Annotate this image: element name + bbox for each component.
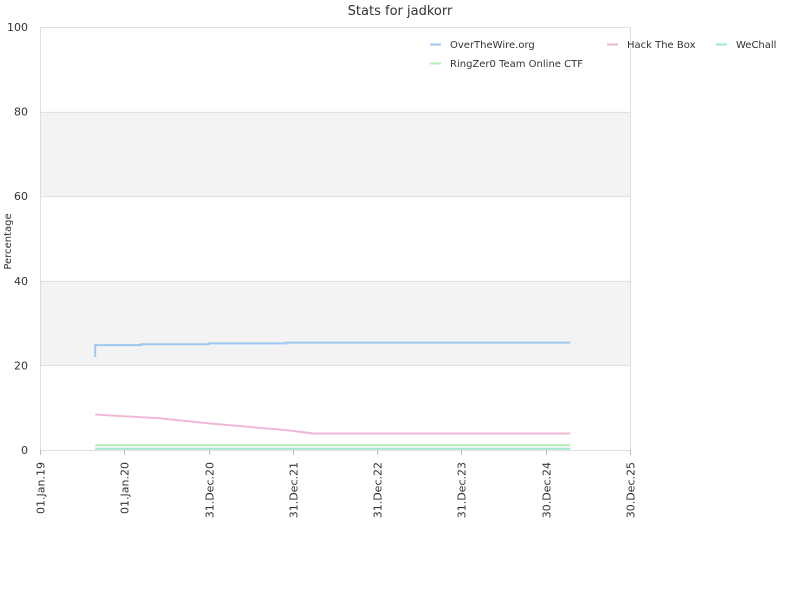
x-tick-label: 31.Dec.21 [288, 462, 301, 518]
grid-band [40, 111, 630, 197]
plot-area [40, 27, 630, 450]
x-tick-label: 01.Jan.20 [119, 462, 132, 514]
chart-title: Stats for jadkorr [347, 4, 453, 19]
x-tick-label: 01.Jan.19 [35, 462, 48, 514]
y-axis-label: Percentage [3, 213, 14, 269]
legend-label: WeChall [736, 40, 776, 51]
y-tick-label: 100 [7, 21, 28, 34]
grid-band [40, 280, 630, 366]
x-tick-label: 31.Dec.20 [204, 462, 217, 518]
y-tick-label: 0 [21, 444, 28, 457]
y-tick-label: 60 [14, 190, 28, 203]
x-tick-label: 30.Dec.25 [625, 462, 638, 518]
x-tick-label: 31.Dec.22 [372, 462, 385, 518]
series-line [95, 413, 571, 435]
legend-label: RingZer0 Team Online CTF [450, 59, 583, 70]
y-tick-label: 80 [14, 106, 28, 119]
legend-label: Hack The Box [627, 40, 696, 51]
legend-label: OverTheWire.org [450, 40, 535, 51]
x-tick-label: 30.Dec.24 [541, 462, 554, 518]
series-line [94, 341, 571, 357]
y-tick-label: 40 [14, 275, 28, 288]
y-tick-label: 20 [14, 359, 28, 372]
x-tick-label: 31.Dec.23 [456, 462, 469, 518]
